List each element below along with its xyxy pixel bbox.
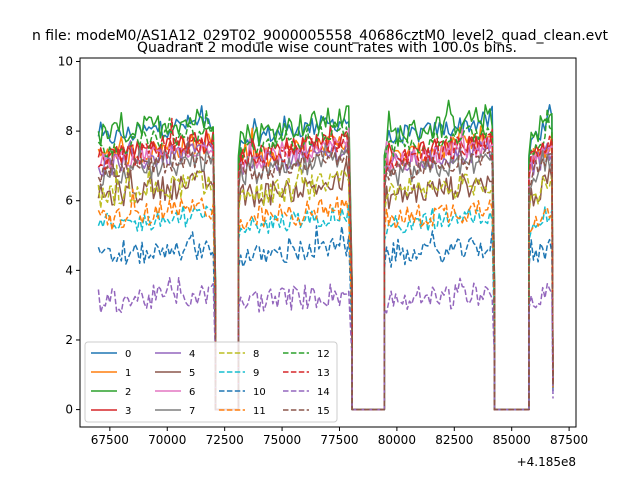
x-tick-label: 85000	[493, 433, 531, 447]
legend-label-11: 11	[253, 406, 266, 417]
y-tick-label: 2	[65, 333, 73, 347]
y-axis: 0 2 4 6 8 10	[58, 54, 80, 417]
chart-title: Quadrant 2 module wise count rates with …	[137, 40, 517, 56]
y-tick-label: 10	[58, 54, 73, 68]
series-line-14	[97, 276, 554, 411]
x-offset-label: +4.185e8	[517, 455, 576, 469]
legend-label-9: 9	[253, 368, 259, 379]
x-tick-label: 70000	[148, 433, 186, 447]
legend-box	[84, 341, 338, 423]
figure-suptitle: n file: modeM0/AS1A12_029T02_9000005558_…	[32, 28, 609, 44]
legend-label-14: 14	[317, 387, 330, 398]
series-lines	[97, 99, 554, 411]
x-tick-label: 87500	[550, 433, 588, 447]
legend-label-15: 15	[317, 406, 330, 417]
legend-label-10: 10	[253, 387, 266, 398]
y-tick-label: 0	[65, 403, 73, 417]
series-line-7	[98, 142, 554, 411]
x-tick-label: 80000	[378, 433, 416, 447]
x-axis: 67500 70000 72500 75000 77500 80000 82500 85000…	[91, 427, 588, 447]
x-tick-label: 67500	[91, 433, 129, 447]
legend-label-3: 3	[125, 406, 131, 417]
legend-label-13: 13	[317, 368, 330, 379]
legend-label-4: 4	[189, 349, 195, 360]
legend-label-12: 12	[317, 349, 330, 360]
x-tick-label: 75000	[263, 433, 301, 447]
y-tick-label: 8	[65, 124, 73, 138]
x-tick-label: 82500	[435, 433, 473, 447]
series-line-5	[97, 159, 554, 411]
series-line-8	[97, 161, 554, 411]
series-line-12	[97, 107, 554, 411]
legend-label-0: 0	[125, 349, 131, 360]
y-tick-label: 6	[65, 194, 73, 208]
plot-frame	[79, 57, 577, 428]
series-line-13	[97, 117, 554, 411]
legend-label-5: 5	[189, 368, 195, 379]
legend-label-1: 1	[125, 368, 131, 379]
legend-label-6: 6	[189, 387, 195, 398]
x-tick-label: 72500	[206, 433, 244, 447]
y-tick-label: 4	[65, 263, 73, 277]
series-line-10	[97, 225, 554, 411]
legend-label-2: 2	[125, 387, 131, 398]
legend-label-8: 8	[253, 349, 259, 360]
legend-label-7: 7	[189, 406, 195, 417]
x-tick-label: 77500	[320, 433, 358, 447]
series-line-2	[97, 99, 554, 411]
series-line-15	[97, 136, 554, 411]
series-line-11	[97, 188, 554, 411]
